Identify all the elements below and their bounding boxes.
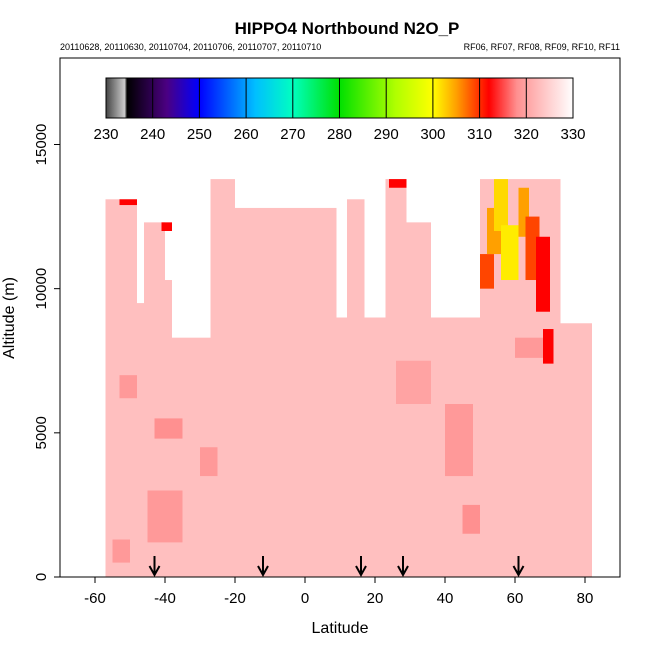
flight-arrow [148,556,161,578]
colorbar-tick-label: 240 [140,126,165,143]
heat-column [210,179,235,577]
heatmap-cells [105,179,592,578]
heat-column [560,323,592,577]
flight-arrow [257,556,269,578]
colorbar-tick-label: 260 [234,126,259,143]
subtitle-dates: 20110628, 20110630, 20110704, 20110706, … [60,42,321,52]
heat-cell [480,254,494,289]
flight-arrow [397,556,409,578]
colorbar-tick-label: 250 [187,126,212,143]
heat-column [105,199,127,578]
colorbar-tick-label: 320 [514,126,539,143]
heat-cell [147,490,183,543]
heat-column [347,199,365,578]
flight-arrow [355,556,367,578]
x-tick-label: -60 [84,590,106,607]
heat-cell [515,337,550,358]
x-axis-label: Latitude [312,620,369,637]
heat-cell [494,179,508,231]
y-axis-label: Altitude (m) [1,277,18,359]
flight-arrow [512,556,525,578]
axes: -60 -40 -20 0 20 40 60 80 0 5000 10000 15000 [33,124,593,607]
heat-cell [119,199,137,206]
colorbar-tick-label: 300 [420,126,445,143]
flight-markers [148,556,525,578]
x-tick-label: 0 [301,590,309,607]
colorbar-tick-label: 280 [327,126,352,143]
x-tick-label: 60 [507,590,524,607]
heat-cell [396,360,431,404]
x-tick-label: -40 [154,590,176,607]
heat-cell [389,179,407,188]
heat-column [364,317,386,577]
heat-cell [112,539,130,563]
plot-frame [59,57,621,578]
heat-column [137,303,144,577]
x-tick-label: 40 [437,590,454,607]
chart-title: HIPPO4 Northbound N2O_P [235,19,460,38]
heat-cell [200,447,218,477]
heat-column [235,207,263,577]
heat-cell [518,187,529,237]
heat-cell [501,225,519,281]
y-tick-label: 0 [33,573,50,581]
colorbar-tick-label: 310 [467,126,492,143]
subtitle-flights: RF06, RF07, RF08, RF09, RF10, RF11 [464,42,620,52]
x-tick-label: -20 [224,590,246,607]
heat-cell [119,375,137,399]
heat-cell [154,418,183,439]
colorbar-tick-label: 230 [93,126,118,143]
y-tick-label: 15000 [33,124,50,166]
heat-column [144,222,165,577]
heat-column [336,317,347,577]
colorbar-tick-label: 330 [560,126,585,143]
heat-cell [543,329,554,364]
heat-cell [161,222,172,231]
colorbar-tick-label: 270 [280,126,305,143]
heat-column [263,207,337,577]
heat-cell [445,404,473,477]
y-tick-label: 10000 [33,268,50,310]
heat-cell [536,236,550,312]
x-tick-label: 80 [577,590,594,607]
y-tick-label: 5000 [33,416,50,449]
x-tick-label: 20 [367,590,384,607]
colorbar: 230 240 250 260 270 280 290 300 310 320 330 [93,77,586,143]
heat-cell [462,504,480,534]
colorbar-tick-label: 290 [374,126,399,143]
